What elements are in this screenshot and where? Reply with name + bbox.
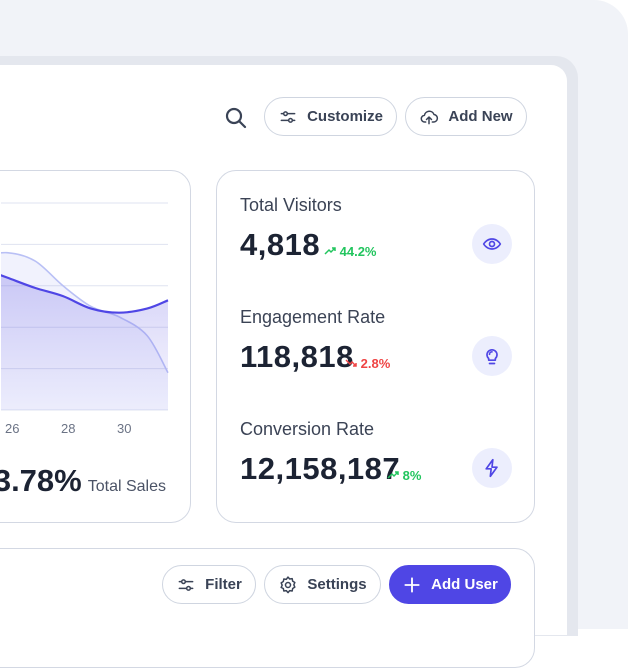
eye-icon	[482, 238, 502, 250]
stat-value: 4,818	[240, 227, 321, 262]
customize-label: Customize	[307, 108, 383, 125]
stat-label: Engagement Rate	[240, 307, 386, 327]
stat-delta: 2.8%	[345, 356, 390, 371]
stat-value: 118,818	[240, 339, 354, 374]
stat-delta: 44.2%	[324, 244, 377, 259]
total-sales-label: Total Sales	[87, 478, 166, 495]
x-tick-label: 30	[117, 421, 132, 436]
stat-delta: 8%	[387, 468, 421, 483]
x-tick-label: 28	[61, 421, 76, 436]
stat-label: Conversion Rate	[240, 419, 375, 439]
lightning-icon-badge[interactable]	[472, 448, 512, 488]
lightning-icon	[485, 458, 498, 478]
add-new-label: Add New	[448, 108, 513, 125]
total-sales-value: 3.78%	[0, 463, 82, 498]
sales-chart-card: 26 28 30 3.78% Total Sales	[0, 170, 191, 523]
plus-icon	[404, 576, 420, 593]
settings-button[interactable]: Settings	[264, 565, 381, 604]
filter-button[interactable]: Filter	[162, 565, 256, 604]
settings-label: Settings	[307, 576, 367, 593]
lightbulb-icon	[486, 349, 498, 365]
cloud-upload-icon	[420, 110, 439, 124]
stats-card: Total Visitors 4,818 44.2% Engagement Ra…	[216, 170, 535, 523]
stat-value: 12,158,187	[240, 451, 401, 486]
trend-up-icon	[324, 247, 336, 255]
sales-chart	[1, 202, 169, 411]
x-tick-label: 26	[5, 421, 20, 436]
stat-label: Total Visitors	[240, 195, 342, 215]
add-user-button[interactable]: Add User	[389, 565, 511, 604]
eye-icon-badge[interactable]	[472, 224, 512, 264]
trend-down-icon	[345, 359, 357, 367]
customize-button[interactable]: Customize	[264, 97, 397, 136]
add-new-button[interactable]: Add New	[405, 97, 527, 136]
primary-line	[1, 274, 169, 314]
add-user-label: Add User	[431, 576, 498, 593]
filter-label: Filter	[205, 576, 242, 593]
sliders-icon	[280, 110, 296, 123]
primary-area	[1, 275, 168, 410]
gear-icon	[280, 575, 296, 593]
trend-up-icon	[387, 471, 399, 479]
filter-icon	[178, 578, 194, 591]
lightbulb-icon-badge[interactable]	[472, 336, 512, 376]
search-icon[interactable]	[224, 106, 248, 130]
